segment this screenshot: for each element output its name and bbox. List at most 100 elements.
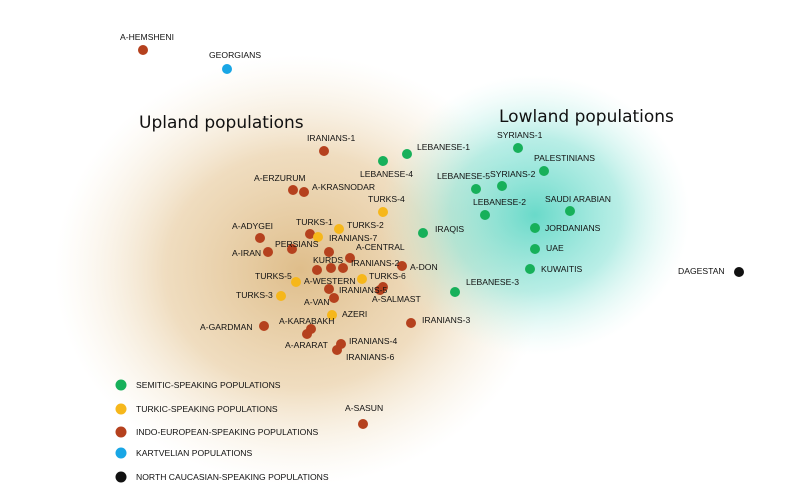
- point-turks-3: [276, 291, 286, 301]
- point-a-central: [324, 247, 334, 257]
- point-iranians-3: [406, 318, 416, 328]
- point-iranians-1: [319, 146, 329, 156]
- label-palestinians: PALESTINIANS: [534, 153, 595, 163]
- legend-label-indo-european: INDO-EUROPEAN-SPEAKING POPULATIONS: [136, 427, 319, 437]
- data-points-layer: [138, 45, 744, 429]
- label-saudi-arabian: SAUDI ARABIAN: [545, 194, 611, 204]
- label-turks-1: TURKS-1: [296, 217, 333, 227]
- label-a-krasnodar: A-KRASNODAR: [312, 182, 375, 192]
- legend-swatch-kartvelian: [115, 447, 127, 459]
- label-a-salmast: A-SALMAST: [372, 294, 421, 304]
- label-turks-2: TURKS-2: [347, 220, 384, 230]
- point-a-van: [329, 293, 339, 303]
- point-uae: [530, 244, 540, 254]
- label-azeri: AZERI: [342, 309, 367, 319]
- point-a-western: [324, 284, 334, 294]
- legend-swatch-north-caucasian: [115, 471, 127, 483]
- point-iranians-6: [332, 345, 342, 355]
- point-a-salmast: [375, 285, 385, 295]
- point-dagestan: [734, 267, 744, 277]
- point-jordanians: [530, 223, 540, 233]
- lowland-region-label: Lowland populations: [499, 107, 674, 127]
- point-iraqis: [418, 228, 428, 238]
- label-lebanese-3: LEBANESE-3: [466, 277, 519, 287]
- label-uae: UAE: [546, 243, 564, 253]
- label-a-sasun: A-SASUN: [345, 403, 383, 413]
- legend-swatch-turkic: [115, 403, 127, 415]
- point-persians: [287, 244, 297, 254]
- point-labels-layer: A-HEMSHENI GEORGIANS IRANIANS-1 A-ERZURUM A-…: [120, 32, 725, 413]
- label-jordanians: JORDANIANS: [545, 223, 601, 233]
- point-lebanese-2: [480, 210, 490, 220]
- point-turks-5: [291, 277, 301, 287]
- label-dagestan: DAGESTAN: [678, 266, 725, 276]
- label-a-hemsheni: A-HEMSHENI: [120, 32, 174, 42]
- label-a-central: A-CENTRAL: [356, 242, 405, 252]
- legend: SEMITIC-SPEAKING POPULATIONS TURKIC-SPEA…: [115, 379, 329, 483]
- label-a-western: A-WESTERN: [304, 276, 356, 286]
- point-a-adygei: [255, 233, 265, 243]
- point-syrians-1: [513, 143, 523, 153]
- lowland-region-glow: [380, 75, 690, 355]
- label-kuwaitis: KUWAITIS: [541, 264, 582, 274]
- label-lebanese-2: LEBANESE-2: [473, 197, 526, 207]
- label-syrians-1: SYRIANS-1: [497, 130, 543, 140]
- label-a-iran: A-IRAN: [232, 248, 261, 258]
- point-a-ararat: [302, 329, 312, 339]
- point-a-gardman: [259, 321, 269, 331]
- label-syrians-2: SYRIANS-2: [490, 169, 536, 179]
- label-a-don: A-DON: [410, 262, 438, 272]
- legend-label-turkic: TURKIC-SPEAKING POPULATIONS: [136, 404, 278, 414]
- label-a-van: A-VAN: [304, 297, 330, 307]
- point-turks-2: [334, 224, 344, 234]
- point-a-iran: [263, 247, 273, 257]
- label-georgians: GEORGIANS: [209, 50, 261, 60]
- point-azeri: [327, 310, 337, 320]
- point-syrians-2: [497, 181, 507, 191]
- label-lebanese-5: LEBANESE-5: [437, 171, 490, 181]
- label-a-gardman: A-GARDMAN: [200, 322, 253, 332]
- label-a-adygei: A-ADYGEI: [232, 221, 273, 231]
- point-lebanese-5: [471, 184, 481, 194]
- label-iranians-6: IRANIANS-6: [346, 352, 394, 362]
- label-iraqis: IRAQIS: [435, 224, 464, 234]
- point-iranians-2c: [326, 263, 336, 273]
- point-kuwaitis: [525, 264, 535, 274]
- label-a-ararat: A-ARARAT: [285, 340, 329, 350]
- point-a-erzurum: [288, 185, 298, 195]
- legend-swatch-indo-european: [115, 426, 127, 438]
- point-iranians-7: [313, 232, 323, 242]
- point-a-krasnodar: [299, 187, 309, 197]
- label-iranians-5: IRANIANS-5: [339, 285, 387, 295]
- point-a-sasun: [358, 419, 368, 429]
- label-turks-5: TURKS-5: [255, 271, 292, 281]
- upland-region-label: Upland populations: [139, 113, 304, 133]
- point-palestinians: [539, 166, 549, 176]
- legend-swatch-semitic: [115, 379, 127, 391]
- label-iranians-3: IRANIANS-3: [422, 315, 470, 325]
- label-turks-6: TURKS-6: [369, 271, 406, 281]
- point-turks-4: [378, 207, 388, 217]
- point-iranians-2b: [345, 253, 355, 263]
- point-lebanese-3: [450, 287, 460, 297]
- label-turks-3: TURKS-3: [236, 290, 273, 300]
- legend-label-kartvelian: KARTVELIAN POPULATIONS: [136, 448, 252, 458]
- label-persians: PERSIANS: [275, 239, 319, 249]
- point-a-hemsheni: [138, 45, 148, 55]
- point-iranians-2: [338, 263, 348, 273]
- legend-label-semitic: SEMITIC-SPEAKING POPULATIONS: [136, 380, 281, 390]
- point-kurds: [312, 265, 322, 275]
- label-lebanese-1: LEBANESE-1: [417, 142, 470, 152]
- label-iranians-4: IRANIANS-4: [349, 336, 397, 346]
- label-kurds: KURDS: [313, 255, 343, 265]
- label-a-karabakh: A-KARABAKH: [279, 316, 334, 326]
- point-a-don: [397, 261, 407, 271]
- label-iranians-1: IRANIANS-1: [307, 133, 355, 143]
- point-turks-6: [357, 274, 367, 284]
- legend-label-north-caucasian: NORTH CAUCASIAN-SPEAKING POPULATIONS: [136, 472, 329, 482]
- label-turks-4: TURKS-4: [368, 194, 405, 204]
- point-turks-1: [305, 229, 315, 239]
- label-lebanese-4: LEBANESE-4: [360, 169, 413, 179]
